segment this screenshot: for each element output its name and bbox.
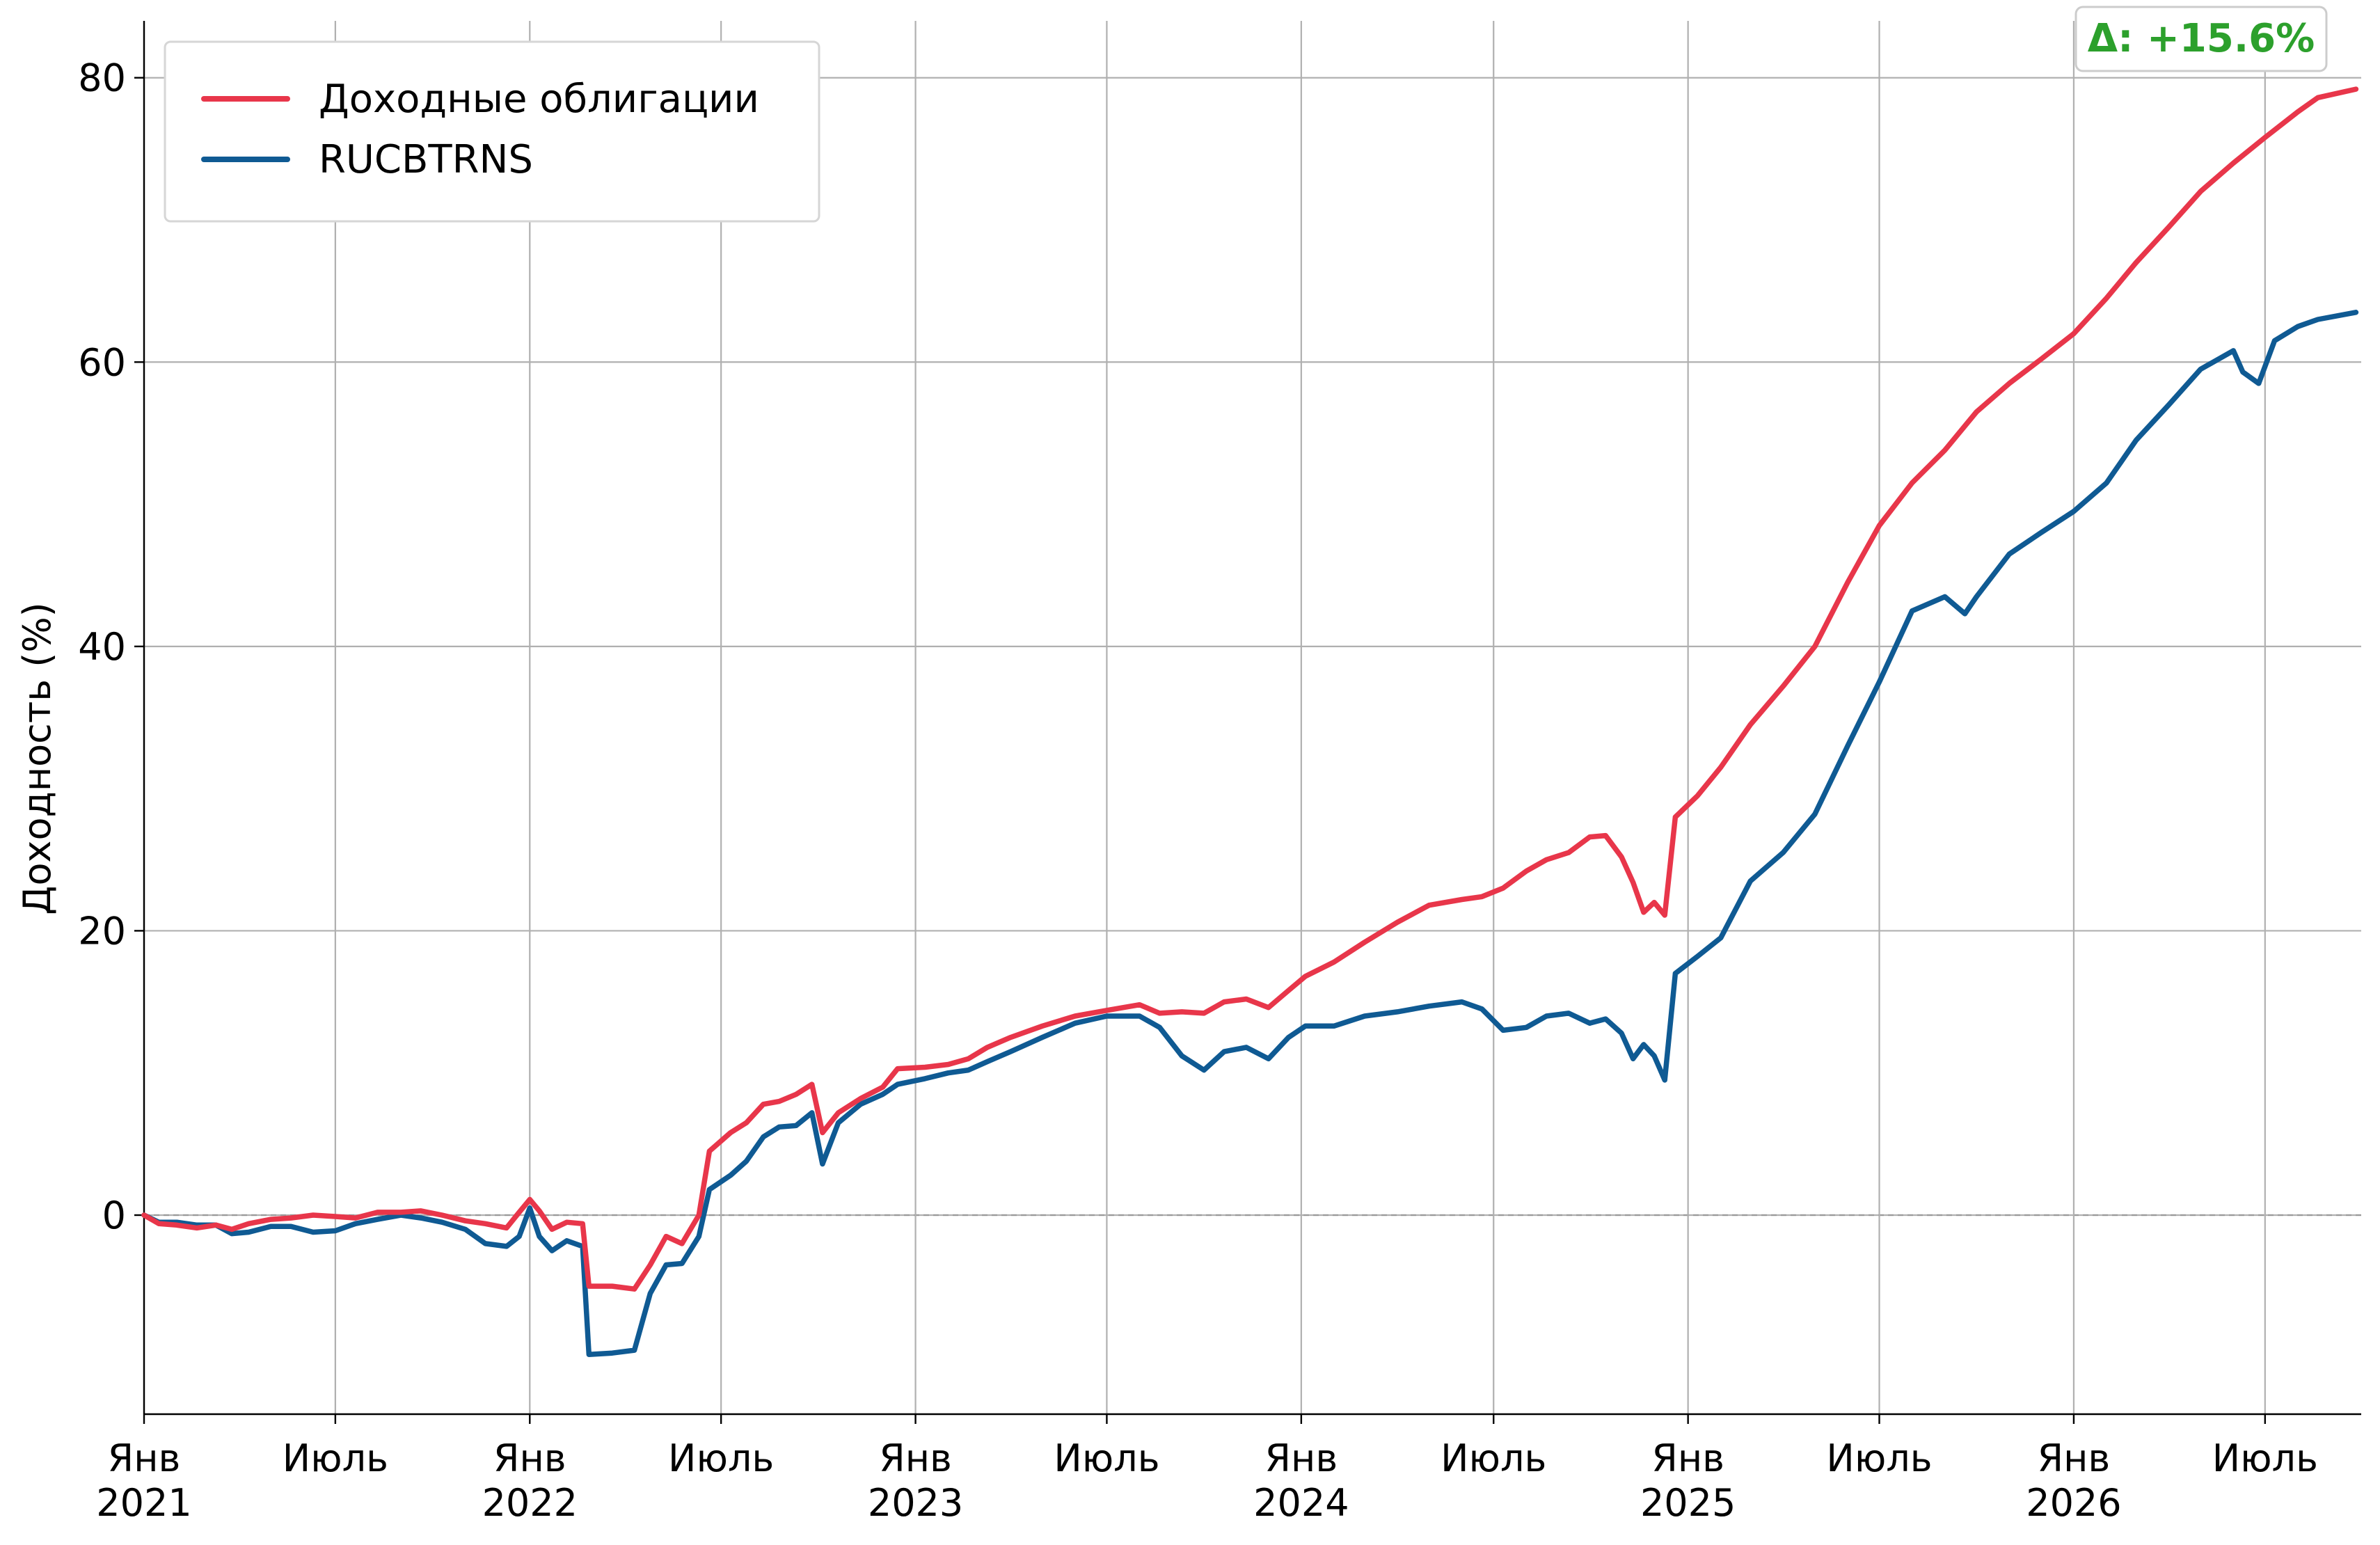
x-tick-label: Янв 2024 (1253, 1436, 1349, 1525)
delta-annotation: Δ: +15.6% (2074, 6, 2328, 72)
legend-label-rucbtrns: RUCBTRNS (319, 137, 533, 182)
y-tick-label: 20 (78, 909, 126, 953)
series-lines (141, 86, 2359, 1357)
delta-value: Δ: +15.6% (2088, 16, 2315, 61)
series-line-rucbtrns (141, 310, 2359, 1357)
x-tick-label: Июль (668, 1436, 774, 1480)
legend-label-yield-bonds: Доходные облигации (319, 77, 759, 122)
delta-box (2074, 6, 2328, 72)
x-tick-label: Июль (283, 1436, 388, 1480)
axes: 0 20 40 60 80 Янв 2021 Июль Янв 2022 Июль Янв 2023 Ию… (78, 21, 2361, 1525)
y-axis-label: Доходность (%) (15, 602, 59, 914)
y-tick-label: 80 (78, 56, 126, 100)
gridlines (143, 21, 2361, 1414)
x-tick-label: Июль (1441, 1436, 1546, 1480)
x-tick-label: Июль (1826, 1436, 1932, 1480)
x-tick-label: Янв 2023 (868, 1436, 963, 1525)
x-tick-label: Июль (1054, 1436, 1159, 1480)
legend-box (164, 40, 820, 223)
y-tick-label: 40 (78, 625, 126, 669)
series-line-yield-bonds (141, 86, 2359, 1292)
x-tick-label: Июль (2212, 1436, 2318, 1480)
x-tick-label: Янв 2022 (482, 1436, 578, 1525)
y-tick-label: 0 (102, 1194, 126, 1237)
x-tick-label: Янв 2025 (1640, 1436, 1736, 1525)
x-tick-label: Янв 2021 (96, 1436, 191, 1525)
x-tick-label: Янв 2026 (2026, 1436, 2121, 1525)
legend: Доходные облигации RUCBTRNS (164, 40, 820, 223)
y-tick-label: 60 (78, 340, 126, 384)
